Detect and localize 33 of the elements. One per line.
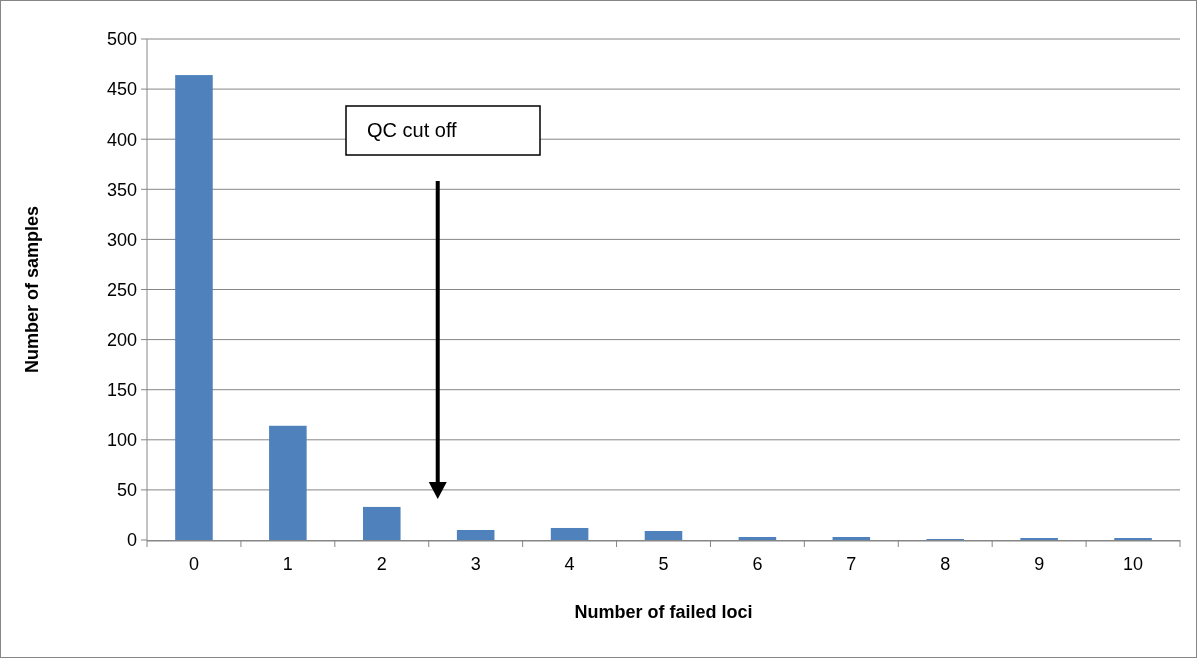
y-tick-label: 200 (106, 329, 137, 350)
bar (175, 75, 213, 540)
x-tick-label: 7 (846, 554, 857, 574)
y-tick-label: 50 (116, 480, 137, 501)
y-tick-label: 450 (106, 79, 137, 100)
bar (644, 530, 683, 540)
y-tick-label: 100 (106, 430, 137, 451)
y-tick-label: 500 (106, 29, 137, 50)
x-tick-label: 3 (470, 554, 481, 574)
x-tick-label: 6 (752, 554, 763, 574)
x-tick-label: 4 (564, 554, 575, 574)
y-tick-label: 300 (106, 229, 137, 250)
x-tick-label: 5 (658, 554, 669, 574)
x-tick-label: 8 (940, 554, 951, 574)
x-tick-label: 1 (282, 554, 293, 574)
y-axis-title: Number of samples (22, 205, 42, 374)
x-tick-label: 9 (1034, 554, 1045, 574)
annotation: QC cut off (367, 119, 458, 141)
x-axis-title: Number of failed loci (574, 602, 753, 622)
x-tick-label: 2 (376, 554, 387, 574)
y-tick-label: 150 (106, 380, 137, 400)
bar (269, 425, 307, 540)
x-tick-label: 10 (1123, 554, 1144, 574)
y-tick-label: 0 (126, 530, 137, 551)
bar (550, 527, 589, 540)
y-tick-label: 250 (106, 279, 137, 300)
bar (362, 506, 401, 540)
y-tick-label: 400 (106, 129, 137, 150)
bar (832, 536, 871, 540)
y-tick-label: 350 (106, 179, 137, 200)
bar (738, 536, 777, 540)
x-tick-label: 0 (188, 554, 199, 574)
bar (456, 529, 495, 540)
